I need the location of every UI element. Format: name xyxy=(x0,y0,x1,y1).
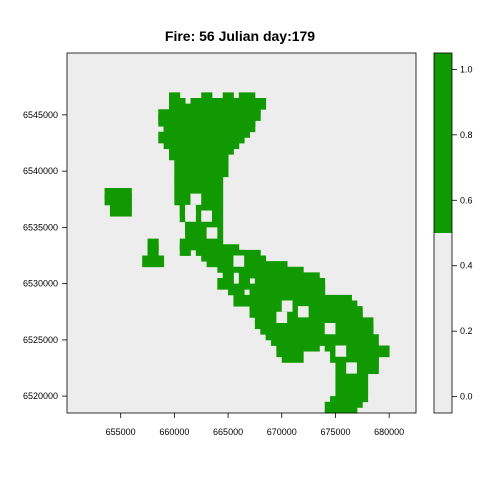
colorbar-low-segment xyxy=(434,233,452,413)
unburned-cell xyxy=(346,362,357,374)
y-tick-label: 6540000 xyxy=(23,166,58,176)
burned-cell xyxy=(238,92,256,105)
burned-cell xyxy=(179,244,191,256)
x-tick-label: 660000 xyxy=(159,427,189,437)
burned-cell xyxy=(147,244,159,256)
unburned-cell xyxy=(206,227,218,239)
colorbar-tick-label: 0.4 xyxy=(460,261,473,271)
colorbar-tick-label: 0.0 xyxy=(460,392,473,402)
x-tick-label: 665000 xyxy=(213,427,243,437)
burned-cell xyxy=(222,266,234,279)
burned-cell xyxy=(281,351,304,363)
burned-cell xyxy=(217,278,234,290)
burned-cell xyxy=(340,401,358,414)
unburned-cell xyxy=(281,300,293,312)
colorbar-ticks: 0.0 0.2 0.4 0.6 0.8 1.0 xyxy=(452,64,473,402)
y-tick-label: 6530000 xyxy=(23,279,58,289)
burned-cell xyxy=(378,345,390,358)
x-tick-label: 680000 xyxy=(374,427,404,437)
y-tick-label: 6520000 xyxy=(23,391,58,401)
unburned-cells-layer xyxy=(185,193,357,374)
burned-cell xyxy=(206,255,224,268)
burned-cell xyxy=(142,255,165,268)
x-tick-label: 675000 xyxy=(320,427,350,437)
colorbar-tick-label: 1.0 xyxy=(460,64,473,74)
colorbar-frame xyxy=(433,52,453,414)
x-tick-label: 655000 xyxy=(106,427,136,437)
y-tick-label: 6535000 xyxy=(23,222,58,232)
unburned-cell xyxy=(201,210,212,222)
x-axis: 655000 660000 665000 670000 675000 680000 xyxy=(106,413,404,437)
burned-cell xyxy=(233,294,245,307)
unburned-cell xyxy=(297,306,309,318)
colorbar-tick-label: 0.6 xyxy=(460,195,473,205)
colorbar-high-segment xyxy=(434,53,452,233)
unburned-cell xyxy=(185,204,196,217)
colorbar-tick-label: 0.8 xyxy=(460,130,473,140)
burned-cell xyxy=(324,401,347,414)
plot-frame xyxy=(66,52,417,414)
y-tick-label: 6525000 xyxy=(23,335,58,345)
chart-title: Fire: 56 Julian day:179 xyxy=(165,28,315,44)
colorbar-legend: 0.0 0.2 0.4 0.6 0.8 1.0 xyxy=(433,52,473,414)
unburned-cell xyxy=(190,193,202,205)
y-tick-label: 6545000 xyxy=(23,110,58,120)
burned-cell xyxy=(109,204,132,217)
unburned-cell xyxy=(233,255,245,267)
y-axis: 6520000 6525000 6530000 6535000 6540000 65450… xyxy=(23,110,67,401)
burned-cell xyxy=(228,283,245,296)
x-tick-label: 670000 xyxy=(267,427,297,437)
colorbar-tick-label: 0.2 xyxy=(460,326,473,336)
unburned-cell xyxy=(276,311,288,323)
burned-cell xyxy=(297,339,320,352)
unburned-cell xyxy=(335,345,347,357)
unburned-cell xyxy=(324,323,336,335)
